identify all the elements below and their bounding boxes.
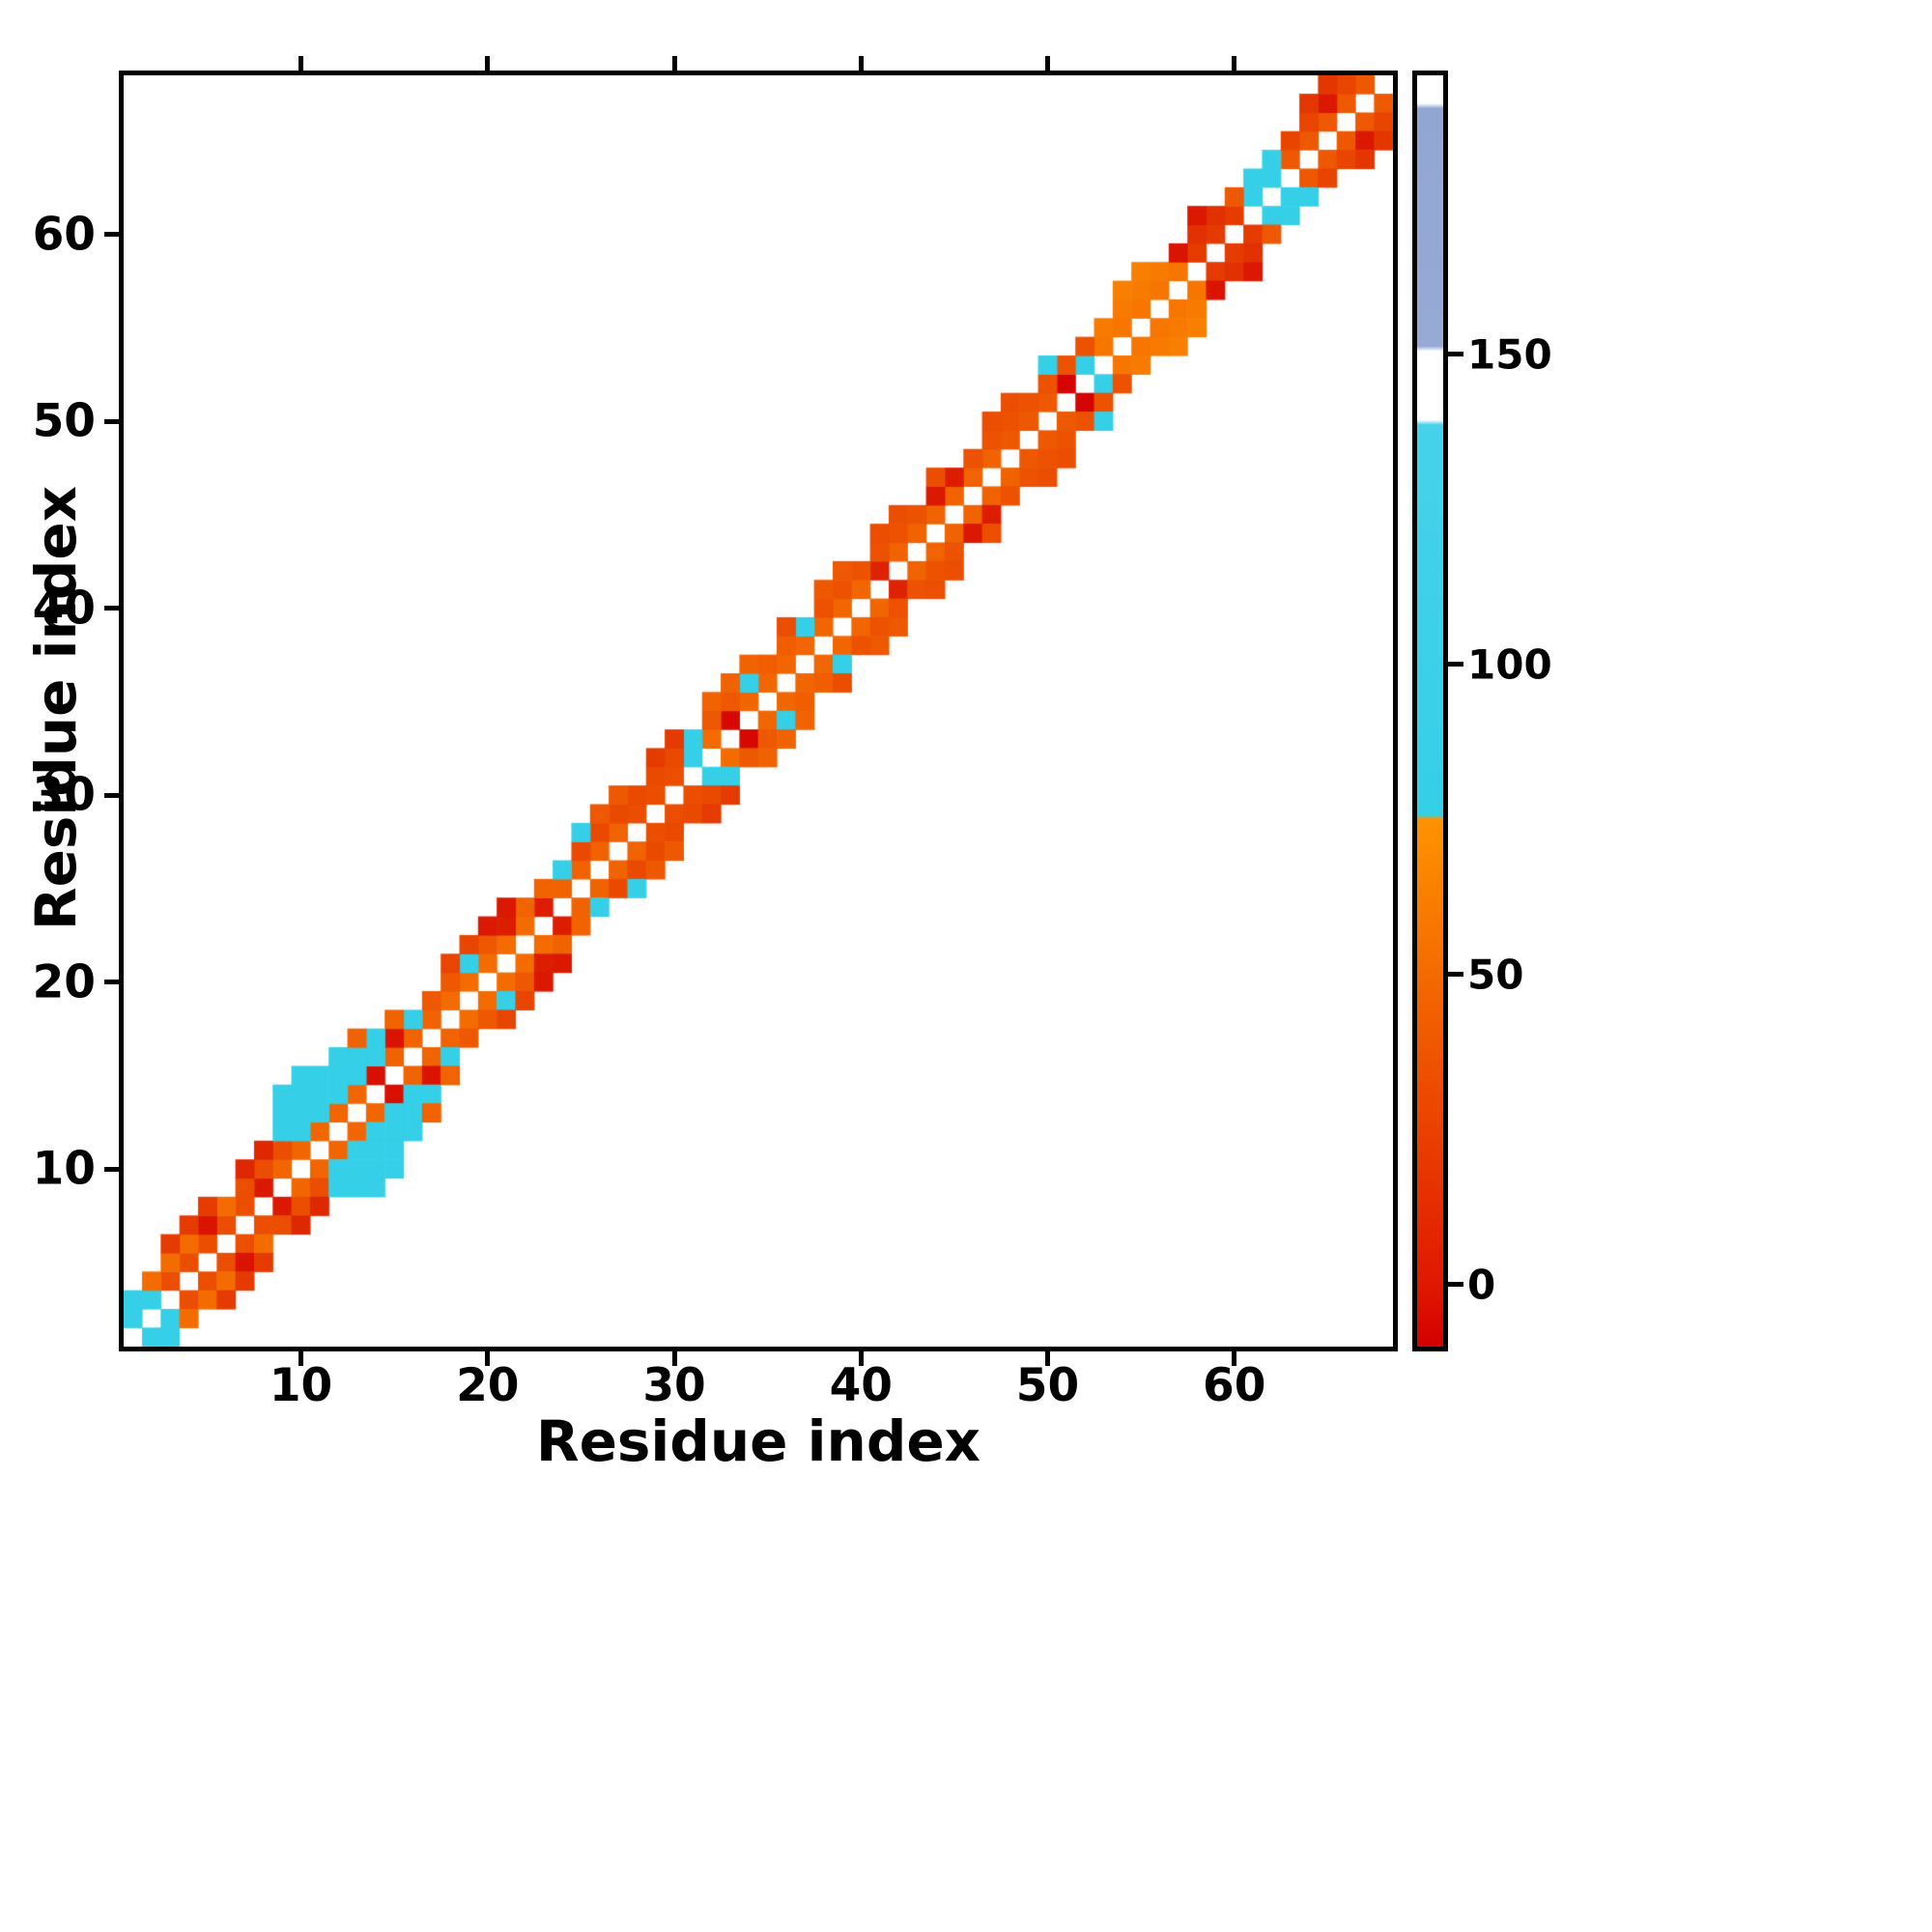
x-tick-top (858, 56, 864, 71)
plot-area (119, 71, 1398, 1351)
colorbar-tick (1448, 1282, 1463, 1288)
colorbar-tick (1448, 662, 1463, 668)
x-tick (298, 1351, 304, 1366)
y-tick (104, 1166, 119, 1172)
colorbar-tick-label: 150 (1467, 330, 1552, 379)
y-tick (104, 792, 119, 798)
y-tick-label: 20 (32, 955, 96, 1009)
x-tick-label: 10 (269, 1359, 333, 1412)
y-tick-label: 10 (32, 1142, 96, 1196)
y-tick (104, 418, 119, 424)
y-tick (104, 232, 119, 237)
x-tick-label: 50 (1015, 1359, 1080, 1412)
x-axis-label: Residue index (535, 1408, 981, 1474)
x-tick (858, 1351, 864, 1366)
y-tick-label: 30 (32, 768, 96, 822)
colorbar-tick (1448, 352, 1463, 357)
y-tick (104, 980, 119, 985)
x-tick-top (485, 56, 491, 71)
y-tick (104, 606, 119, 611)
x-tick-label: 40 (829, 1359, 893, 1412)
y-tick-label: 40 (32, 582, 96, 636)
x-tick (1045, 1351, 1050, 1366)
x-tick (1232, 1351, 1237, 1366)
x-tick-top (1045, 56, 1050, 71)
colorbar-tick (1448, 972, 1463, 978)
colorbar-tick-label: 50 (1467, 951, 1524, 999)
x-tick-top (1232, 56, 1237, 71)
x-tick-label: 20 (456, 1359, 520, 1412)
x-tick-top (671, 56, 677, 71)
y-tick-label: 50 (32, 394, 96, 448)
colorbar-tick-label: 100 (1467, 640, 1552, 689)
y-tick-label: 60 (32, 208, 96, 261)
colorbar (1412, 71, 1448, 1351)
x-tick (485, 1351, 491, 1366)
x-tick (671, 1351, 677, 1366)
x-tick-top (298, 56, 304, 71)
colorbar-tick-label: 0 (1467, 1261, 1496, 1309)
x-tick-label: 30 (642, 1359, 706, 1412)
x-tick-label: 60 (1203, 1359, 1266, 1412)
y-axis-label: Residue index (23, 485, 89, 931)
heatmap-canvas (124, 75, 1393, 1347)
